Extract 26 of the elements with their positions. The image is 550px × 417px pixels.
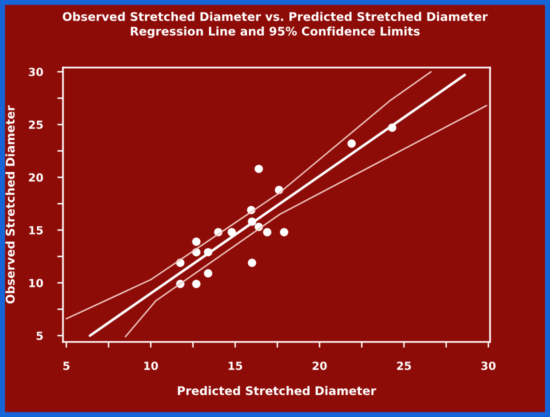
x-axis-title: Predicted Stretched Diameter <box>178 386 376 396</box>
point <box>254 164 263 174</box>
y-tick-label: 30 <box>28 68 43 76</box>
x-tick-label: 15 <box>228 362 242 370</box>
y-axis-title: Observed Stretched Diameter <box>6 105 15 304</box>
point <box>192 280 200 288</box>
point <box>280 228 288 236</box>
point <box>263 228 272 236</box>
y-tick-label: 20 <box>28 173 43 182</box>
point <box>347 139 356 148</box>
x-tick-label: 25 <box>397 362 411 370</box>
chart-subtitle: Regression Line and 95% Confidence Limits <box>130 26 420 38</box>
point <box>248 258 256 267</box>
point <box>192 238 200 246</box>
y-tick-label: 5 <box>36 332 43 340</box>
line-series <box>66 71 432 320</box>
point <box>204 269 212 278</box>
y-tick-label: 15 <box>29 226 43 234</box>
chart-title: Observed Stretched Diameter vs. Predicted Stretched Diameter <box>62 12 488 22</box>
y-tick-label: 10 <box>29 278 43 288</box>
line-series <box>124 104 488 338</box>
x-tick-label: 5 <box>63 362 70 370</box>
x-tick-label: 30 <box>481 362 496 370</box>
x-tick-label: 20 <box>312 362 327 370</box>
y-tick-label: 25 <box>28 120 43 129</box>
x-tick-label: 10 <box>144 362 158 370</box>
